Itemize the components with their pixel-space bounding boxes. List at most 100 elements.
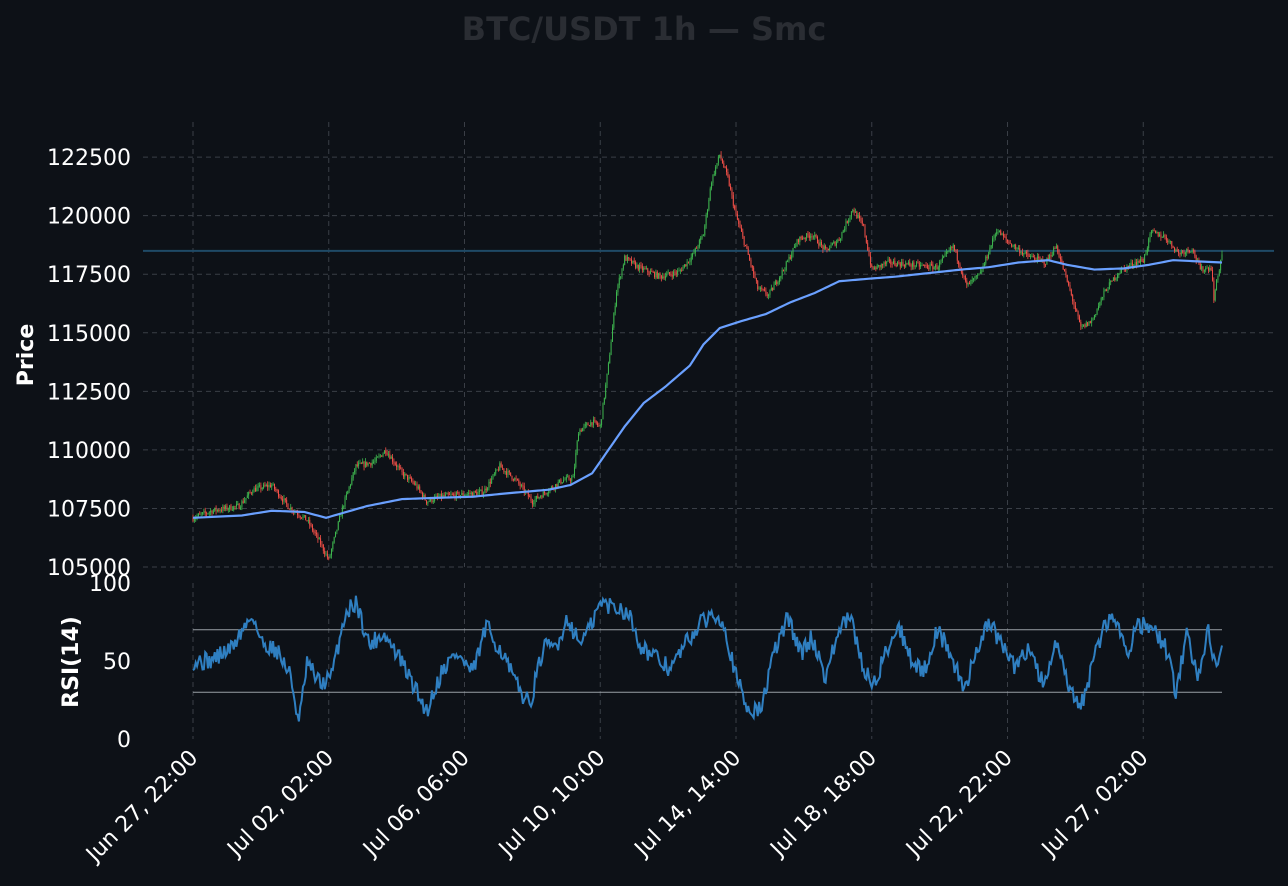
candle-body (458, 492, 460, 497)
candle (958, 260, 960, 268)
candle (669, 272, 670, 276)
candle-body (192, 517, 194, 521)
candle (402, 468, 404, 480)
candle-body (988, 254, 989, 259)
candle-body (719, 154, 721, 157)
candle-body (447, 493, 449, 495)
candle (796, 238, 798, 247)
candle (1087, 321, 1089, 327)
candle (531, 498, 533, 508)
candle-body (1087, 322, 1089, 326)
candle-body (1167, 240, 1169, 243)
candle (1088, 321, 1090, 326)
candle-body (1209, 268, 1211, 271)
candle-body (1191, 250, 1193, 252)
candle (1199, 261, 1201, 270)
candle-body (1194, 250, 1196, 257)
candle-body (1102, 297, 1104, 299)
candle-body (215, 507, 217, 512)
candle-body (197, 513, 199, 517)
candle (792, 247, 794, 258)
candle-body (301, 517, 303, 519)
candle (601, 419, 603, 428)
candle-body (537, 495, 539, 499)
candle (284, 498, 286, 503)
candle (335, 531, 337, 538)
candle-body (216, 509, 218, 512)
candle-body (614, 305, 616, 314)
candle-body (1121, 268, 1123, 273)
candle-body (367, 462, 369, 466)
candle (690, 253, 692, 266)
candle-body (765, 290, 767, 295)
candle-body (746, 245, 748, 249)
candle-body (321, 544, 323, 546)
candle (933, 266, 935, 270)
candle-body (936, 265, 938, 270)
candle (701, 234, 703, 240)
candle-body (1153, 229, 1155, 232)
candle (652, 270, 654, 273)
candle (1017, 245, 1019, 250)
candle (214, 507, 216, 512)
candle (717, 154, 719, 166)
candle-body (830, 244, 832, 248)
candle-body (808, 235, 810, 238)
candle-body (880, 264, 882, 268)
candle (1031, 253, 1033, 258)
candle (1194, 249, 1196, 259)
candle (329, 553, 331, 559)
candle-body (227, 509, 229, 510)
candle (472, 491, 474, 497)
candle (952, 243, 954, 252)
candle (492, 474, 494, 480)
candle-body (432, 500, 434, 502)
candle (1195, 254, 1197, 265)
candle-body (1106, 289, 1108, 291)
candle-body (675, 272, 677, 274)
candle-body (1019, 248, 1021, 254)
candle (681, 267, 683, 272)
candle (1119, 269, 1121, 275)
candle (348, 485, 350, 494)
candle (253, 486, 255, 493)
candle (910, 263, 912, 271)
candle-body (962, 272, 964, 276)
candle (1217, 275, 1219, 283)
candle-body (974, 276, 976, 279)
candle (500, 461, 502, 468)
candle-body (951, 247, 953, 249)
candle (1191, 248, 1193, 254)
candle-body (848, 219, 850, 223)
price-tick-label: 120000 (47, 205, 131, 230)
candle (920, 261, 922, 270)
candle-body (609, 354, 611, 364)
candle-body (770, 287, 772, 291)
candle-body (1104, 289, 1106, 291)
candle (670, 271, 672, 277)
candle (1011, 243, 1013, 248)
candle-body (1112, 277, 1114, 281)
candle-body (944, 253, 946, 257)
candle-body (983, 263, 985, 266)
candle (736, 210, 738, 221)
candle (1013, 243, 1015, 250)
candle (702, 234, 704, 237)
candle-body (964, 275, 966, 281)
candle-body (916, 262, 918, 266)
candle-body (929, 264, 931, 269)
candle-body (683, 264, 685, 267)
candle-body (1116, 274, 1118, 278)
candle (1178, 248, 1180, 257)
candle-body (947, 251, 949, 253)
candle-body (1005, 236, 1007, 240)
candle (409, 474, 411, 479)
candle-body (364, 461, 366, 467)
candle-body (450, 494, 452, 496)
candle-body (272, 484, 274, 486)
candle-body (1054, 248, 1056, 249)
candle (412, 478, 414, 485)
candle (207, 512, 209, 515)
candle-body (515, 478, 517, 480)
candle (417, 484, 419, 490)
